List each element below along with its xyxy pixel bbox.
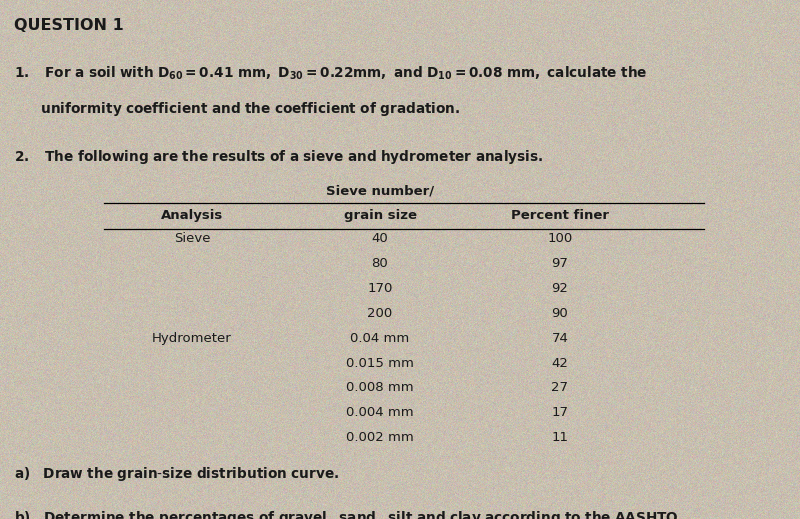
Text: Sieve number/: Sieve number/ xyxy=(326,184,434,197)
Text: 74: 74 xyxy=(551,332,569,345)
Text: 17: 17 xyxy=(551,406,569,419)
Text: Analysis: Analysis xyxy=(161,209,223,222)
Text: 27: 27 xyxy=(551,381,569,394)
Text: $\mathbf{\ \ \ \ \ \ uniformity\ coefficient\ and\ the\ coefficient\ of\ gradati: $\mathbf{\ \ \ \ \ \ uniformity\ coeffic… xyxy=(14,100,461,118)
Text: grain size: grain size xyxy=(343,209,417,222)
Text: 80: 80 xyxy=(372,257,388,270)
Text: 0.04 mm: 0.04 mm xyxy=(350,332,410,345)
Text: 0.008 mm: 0.008 mm xyxy=(346,381,414,394)
Text: 0.002 mm: 0.002 mm xyxy=(346,431,414,444)
Text: 0.015 mm: 0.015 mm xyxy=(346,357,414,370)
Text: $\mathbf{b)\ \ \ Determine\ the\ percentages\ of\ gravel,\ sand,\ silt\ and\ cla: $\mathbf{b)\ \ \ Determine\ the\ percent… xyxy=(14,509,679,519)
Text: 97: 97 xyxy=(551,257,569,270)
Text: 0.004 mm: 0.004 mm xyxy=(346,406,414,419)
Text: Percent finer: Percent finer xyxy=(511,209,609,222)
Text: QUESTION 1: QUESTION 1 xyxy=(14,18,124,33)
Text: 170: 170 xyxy=(367,282,393,295)
Text: 42: 42 xyxy=(551,357,569,370)
Text: Hydrometer: Hydrometer xyxy=(152,332,232,345)
Text: $\mathbf{2.\ \ \ The\ following\ are\ the\ results\ of\ a\ sieve\ and\ hydromete: $\mathbf{2.\ \ \ The\ following\ are\ th… xyxy=(14,148,544,166)
Text: 100: 100 xyxy=(547,232,573,245)
Text: Sieve: Sieve xyxy=(174,232,210,245)
Text: 40: 40 xyxy=(372,232,388,245)
Text: $\mathbf{a)\ \ \ Draw\ the\ grain\text{-}size\ distribution\ curve.}$: $\mathbf{a)\ \ \ Draw\ the\ grain\text{-… xyxy=(14,465,339,483)
Text: 92: 92 xyxy=(551,282,569,295)
Text: 11: 11 xyxy=(551,431,569,444)
Text: 90: 90 xyxy=(552,307,568,320)
Text: 200: 200 xyxy=(367,307,393,320)
Text: $\mathbf{1.\ \ \ For\ a\ soil\ with\ D_{60}=0.41\ mm,\ D_{30}=0.22mm,\ and\ D_{1: $\mathbf{1.\ \ \ For\ a\ soil\ with\ D_{… xyxy=(14,65,648,83)
